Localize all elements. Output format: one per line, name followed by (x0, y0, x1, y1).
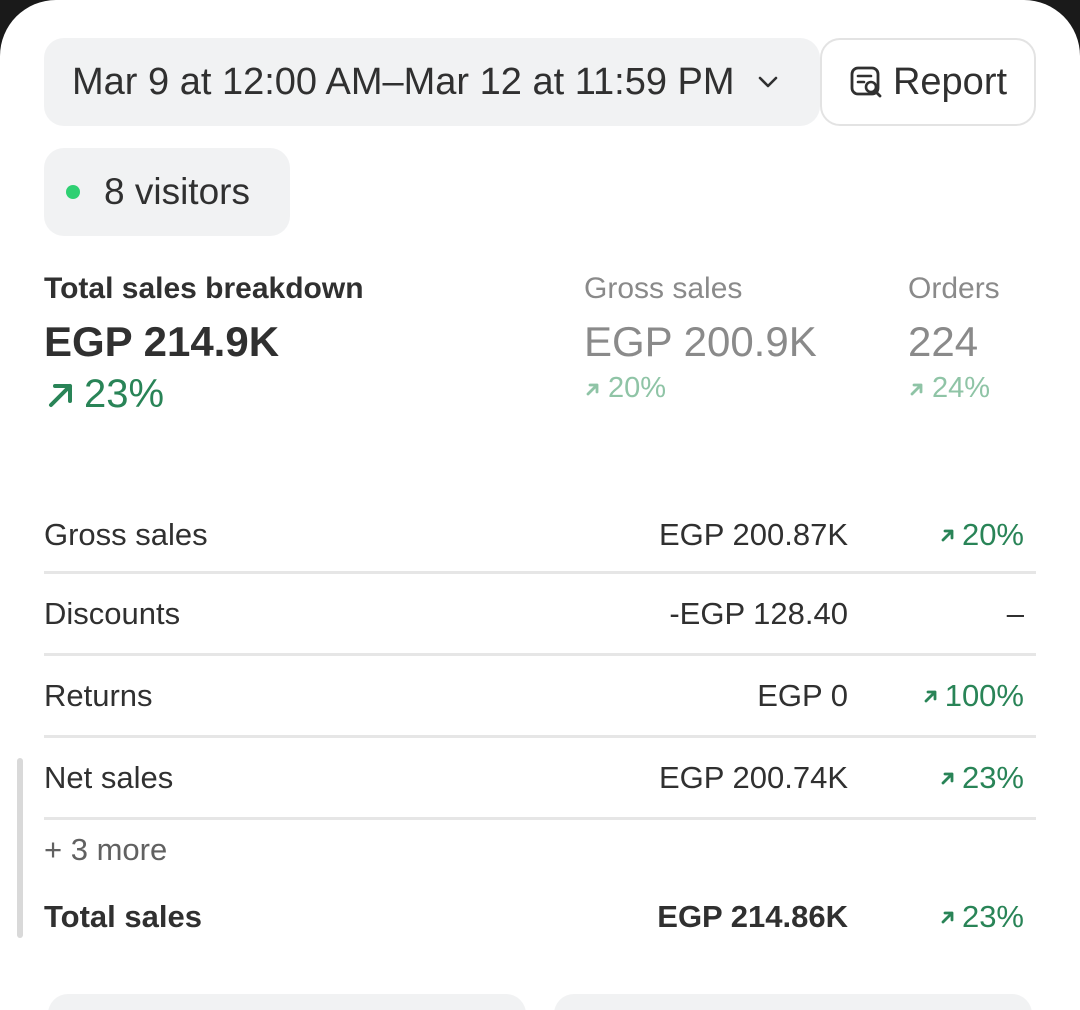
row-amount: EGP 0 (757, 677, 848, 713)
visitors-label: 8 visitors (104, 171, 250, 212)
row-change: 20% (848, 517, 1036, 553)
row-name: Total sales (44, 899, 202, 934)
row-change-value: 20% (961, 516, 1024, 552)
metric-value: EGP 214.9K (44, 318, 280, 365)
row-change-value: 100% (944, 677, 1024, 713)
table-row[interactable]: Net sales EGP 200.74K 23% (44, 738, 1036, 820)
metric-label: Orders (908, 272, 1000, 305)
arrow-up-right-icon (44, 378, 78, 412)
row-change-value: – (1006, 595, 1024, 631)
sales-breakdown-table: Gross sales EGP 200.87K 20% Discounts -E… (44, 498, 1036, 820)
arrow-up-right-icon (584, 380, 602, 398)
row-name: Returns (44, 677, 153, 713)
table-row[interactable]: Gross sales EGP 200.87K 20% (44, 498, 1036, 574)
metric-change: 24% (908, 372, 1000, 405)
metric-value: EGP 200.9K (584, 318, 817, 365)
arrow-up-right-icon (908, 380, 926, 398)
row-amount: EGP 214.86K (657, 899, 848, 934)
row-change: – (848, 596, 1036, 632)
report-icon (849, 65, 883, 99)
row-name: Net sales (44, 759, 174, 795)
scrollbar[interactable] (17, 758, 23, 938)
total-sales-row[interactable]: Total sales EGP 214.86K 23% (44, 876, 1036, 958)
row-amount: -EGP 128.40 (669, 595, 848, 631)
row-change: 23% (848, 899, 1036, 935)
metric-gross-sales[interactable]: Gross sales EGP 200.9K 20% (584, 272, 817, 405)
chevron-down-icon (757, 75, 779, 89)
next-card-right[interactable] (554, 994, 1032, 1010)
arrow-up-right-icon (923, 688, 939, 704)
row-change-value: 23% (961, 759, 1024, 795)
show-more-link[interactable]: + 3 more (44, 832, 168, 867)
arrow-up-right-icon (940, 770, 956, 786)
metric-orders[interactable]: Orders 224 24% (908, 272, 1000, 405)
date-range-label: Mar 9 at 12:00 AM–Mar 12 at 11:59 PM (72, 60, 735, 103)
metric-change-value: 24% (932, 372, 991, 404)
arrow-up-right-icon (940, 909, 956, 925)
row-amount: EGP 200.87K (658, 516, 848, 552)
metric-value: 224 (908, 318, 979, 365)
live-visitors-badge[interactable]: 8 visitors (44, 148, 290, 236)
next-card-left[interactable] (48, 994, 526, 1010)
live-status-dot (66, 185, 80, 199)
report-button[interactable]: Report (820, 38, 1036, 126)
row-amount: EGP 200.74K (658, 759, 848, 795)
metric-change: 20% (584, 372, 817, 405)
arrow-up-right-icon (940, 527, 956, 543)
row-change: 100% (848, 678, 1036, 714)
metric-total-sales[interactable]: Total sales breakdown EGP 214.9K 23% (44, 272, 364, 417)
row-name: Gross sales (44, 516, 208, 552)
date-range-picker[interactable]: Mar 9 at 12:00 AM–Mar 12 at 11:59 PM (44, 38, 820, 126)
row-change-value: 23% (961, 899, 1024, 934)
metric-label: Gross sales (584, 272, 743, 305)
metric-change-value: 23% (84, 372, 165, 416)
metric-change-value: 20% (608, 372, 667, 404)
row-name: Discounts (44, 595, 181, 631)
table-row[interactable]: Returns EGP 0 100% (44, 656, 1036, 738)
metric-change: 23% (44, 372, 364, 417)
report-label: Report (892, 60, 1008, 103)
row-change: 23% (848, 760, 1036, 796)
metric-label: Total sales breakdown (44, 272, 364, 305)
table-row[interactable]: Discounts -EGP 128.40 – (44, 574, 1036, 656)
